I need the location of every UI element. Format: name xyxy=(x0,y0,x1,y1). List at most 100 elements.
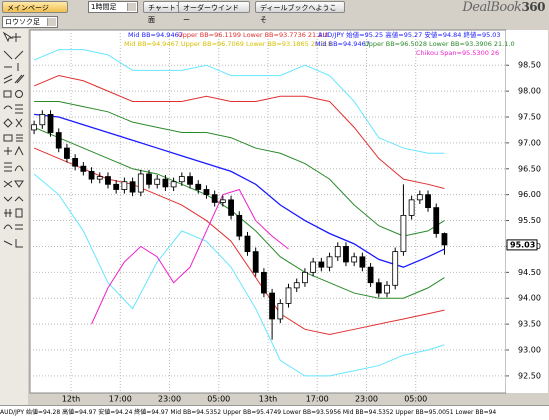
logo-suffix: 360 xyxy=(521,0,545,14)
candle-body xyxy=(47,114,54,133)
legend-text: Mid BB=94.9467 Upper BB=96.7069 Lower BB… xyxy=(124,40,332,48)
logo-text: DealBook xyxy=(462,0,522,15)
y-tick-label: 94.00 xyxy=(518,294,541,303)
candle-body xyxy=(425,194,431,209)
candle-body xyxy=(400,214,407,253)
x-tick-label: 23:00 xyxy=(355,395,378,404)
y-tick-label: 96.50 xyxy=(518,164,541,173)
candle-body xyxy=(129,181,136,193)
tab[interactable]: オーダーウインドー xyxy=(178,1,250,24)
indicator-line xyxy=(33,49,445,154)
indicator-line xyxy=(33,147,445,335)
candle-body xyxy=(72,158,79,167)
candle-body xyxy=(39,114,46,126)
candle-body xyxy=(236,214,243,237)
candle-body xyxy=(195,183,202,190)
candle-body xyxy=(244,235,251,253)
candle-body xyxy=(375,282,382,294)
x-tick-label: 23:00 xyxy=(158,395,181,404)
y-tick-label: 95.50 xyxy=(518,216,541,225)
candle-body xyxy=(178,176,185,183)
indicator-line xyxy=(33,126,445,299)
candle-body xyxy=(55,132,62,149)
candle-body xyxy=(121,181,128,190)
candle-body xyxy=(351,256,358,263)
tab[interactable]: メインページ xyxy=(2,1,68,13)
candle-body xyxy=(285,287,292,304)
candle-body xyxy=(326,256,333,268)
y-tick-label: 92.50 xyxy=(518,371,541,380)
y-tick-label: 94.50 xyxy=(518,268,541,277)
indicator-line xyxy=(91,188,289,325)
indicator-line xyxy=(34,100,445,237)
candle-body xyxy=(269,292,276,320)
candle-body xyxy=(408,199,415,216)
candle-body xyxy=(137,173,144,193)
candle-body xyxy=(64,147,70,159)
timeframe-select[interactable]: 1時間足 xyxy=(88,1,138,13)
candle-body xyxy=(80,165,87,172)
tool-palette xyxy=(0,29,28,405)
candle-body xyxy=(203,189,210,196)
candle-body xyxy=(252,251,259,273)
y-tick-label: 98.50 xyxy=(518,61,541,70)
y-tick-label: 93.50 xyxy=(518,320,541,329)
candle-body xyxy=(260,271,267,294)
candle-body xyxy=(433,207,440,234)
candle-body xyxy=(31,124,38,131)
y-tick-label: 97.00 xyxy=(518,138,541,147)
tab[interactable]: ディールブックへようこそ xyxy=(255,1,345,24)
legend-text: Upper BB=96.5028 Lower BB=93.3906 21.1.0 xyxy=(364,40,515,48)
candle-body xyxy=(416,194,423,201)
candle-body xyxy=(228,199,234,216)
x-tick-label: 05:00 xyxy=(404,395,427,404)
x-tick-label: 17:00 xyxy=(109,395,132,404)
candle-body xyxy=(310,261,317,273)
legend-text: Mid BB=94.9467 xyxy=(128,31,183,39)
price-marker xyxy=(506,239,538,251)
candle-body xyxy=(187,176,193,185)
legend-text: Chikou Span=95.5300 26 xyxy=(416,49,499,57)
legend-text: Mid BB=94.9467 xyxy=(315,40,370,48)
candle-body xyxy=(359,256,366,268)
candle-body xyxy=(392,251,399,286)
candle-body xyxy=(441,233,448,246)
logo: DealBook360 xyxy=(462,0,545,15)
y-tick-label: 98.00 xyxy=(518,87,541,96)
chart: 92.5093.0093.5094.0094.5095.0095.5096.00… xyxy=(29,29,548,404)
y-tick-label: 93.00 xyxy=(518,346,541,355)
x-tick-label: 05:00 xyxy=(207,395,230,404)
status-text: AUD/JPY 始値=94.28 高値=94.97 安値=94.24 終値=94… xyxy=(0,409,497,416)
indicator-line xyxy=(33,173,445,377)
candle-body xyxy=(96,176,103,180)
price-axis xyxy=(506,30,548,393)
candle-body xyxy=(105,176,111,185)
x-tick-label: 12th xyxy=(62,395,80,404)
chart-style-select[interactable]: ロウソク足 xyxy=(2,16,58,28)
legend-text: Upper BB=96.1199 Lower BB=93.7736 21.2.0 xyxy=(178,31,329,39)
candle-body xyxy=(293,282,300,289)
candle-body xyxy=(146,173,152,185)
candle-body xyxy=(343,246,349,263)
x-tick-label: 17:00 xyxy=(306,395,329,404)
candle-body xyxy=(334,246,341,258)
legend-text: AUD/JPY 始値=95.25 高値=95.27 安値=94.84 終値=95… xyxy=(318,30,501,39)
y-tick-label: 97.50 xyxy=(518,112,541,121)
candle-body xyxy=(211,194,218,203)
candle-body xyxy=(277,303,284,320)
candle-body xyxy=(302,271,308,284)
candle-body xyxy=(162,178,169,188)
price-marker-label: 95.03 xyxy=(510,240,535,249)
candle-body xyxy=(88,170,95,180)
candle-body xyxy=(154,178,161,185)
status-bar: AUD/JPY 始値=94.28 高値=94.97 安値=94.24 終値=94… xyxy=(0,405,549,420)
candle-body xyxy=(113,183,120,190)
y-tick-label: 96.00 xyxy=(518,190,541,199)
candle-body xyxy=(318,261,325,268)
candle-body xyxy=(367,266,374,284)
candle-body xyxy=(170,181,177,188)
indicator-line xyxy=(33,75,445,189)
x-tick-label: 13th xyxy=(259,395,277,404)
candle-body xyxy=(219,199,226,203)
